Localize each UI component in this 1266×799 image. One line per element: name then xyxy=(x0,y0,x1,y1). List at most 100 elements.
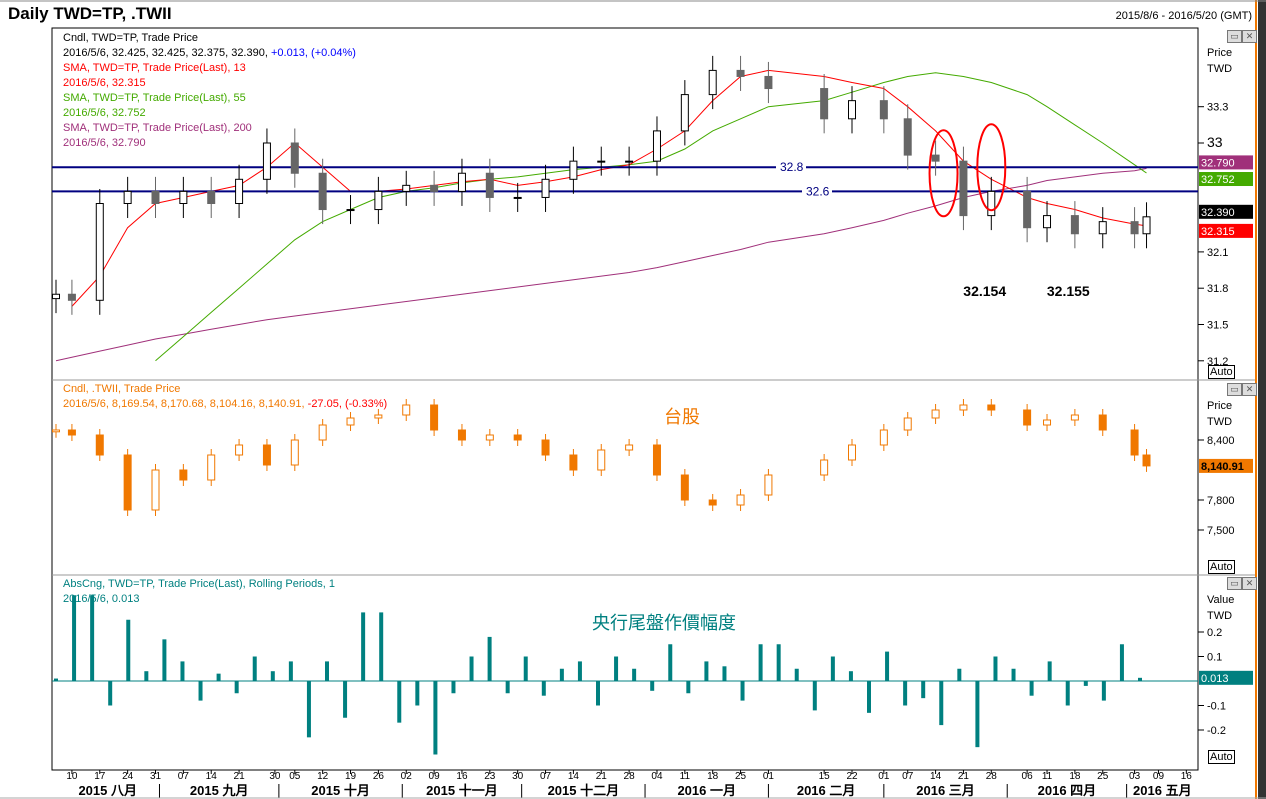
minimize-panel-button[interactable]: ▭ xyxy=(1227,577,1242,590)
candle xyxy=(485,172,494,198)
change-value: +0.013, (+0.04%) xyxy=(270,47,356,59)
legend-mid: Cndl, .TWII, Trade Price 2016/5/6, 8,169… xyxy=(63,382,387,412)
candle xyxy=(346,209,355,212)
candle xyxy=(541,439,550,456)
x-tick-label: 07 xyxy=(902,771,914,782)
x-tick-label: 01 xyxy=(878,771,890,782)
change-bar xyxy=(397,681,402,723)
last-value-tag xyxy=(1199,155,1253,170)
legend-twii-title: Cndl, .TWII, Trade Price xyxy=(63,383,181,395)
candle xyxy=(652,130,661,162)
x-tick-label: 23 xyxy=(484,771,496,782)
candle xyxy=(1142,454,1151,467)
x-tick-label: 21 xyxy=(234,771,246,782)
candle xyxy=(848,444,856,461)
candle xyxy=(597,160,606,163)
legend-twii-values: 2016/5/6, 8,169.54, 8,170.68, 8,104.16, … xyxy=(63,397,387,412)
change-bar xyxy=(108,681,113,706)
candle xyxy=(1043,215,1052,229)
last-value-tag xyxy=(1199,458,1253,473)
change-bar xyxy=(776,644,781,681)
change-bar xyxy=(288,661,293,681)
change-bar xyxy=(361,612,366,681)
y-tick-label: -0.1 xyxy=(1207,701,1226,713)
change-bar xyxy=(1083,681,1088,686)
y-tick-label: 33 xyxy=(1207,134,1223,150)
candle xyxy=(1130,429,1139,456)
x-tick-label: 16 xyxy=(456,771,468,782)
y-tick-label: 7,500 xyxy=(1207,525,1235,537)
chart-title: Daily TWD=TP, .TWII xyxy=(8,4,172,23)
candle xyxy=(708,499,717,506)
x-tick-label: 10 xyxy=(66,771,78,782)
x-tick-label: 26 xyxy=(373,771,385,782)
change-bar xyxy=(577,661,582,681)
axis-title: Price xyxy=(1207,47,1233,59)
candle xyxy=(541,178,550,198)
price-annotation: 32.154 xyxy=(963,283,1006,299)
last-value-tag xyxy=(1199,223,1253,238)
hline-label-bg xyxy=(776,159,806,175)
candle xyxy=(652,444,661,476)
candle xyxy=(569,454,578,471)
change-bar xyxy=(505,681,510,694)
change-bar xyxy=(596,681,600,706)
legend-sma13-value: 2016/5/6, 32.315 xyxy=(63,77,146,89)
y-tick-label: 31.8 xyxy=(1207,283,1228,295)
candle xyxy=(235,178,244,205)
change-bar xyxy=(487,636,492,681)
change-bar xyxy=(162,639,167,681)
candle xyxy=(67,429,76,436)
change-bar xyxy=(72,595,77,681)
change-bar xyxy=(812,681,817,711)
y-tick-label: 32.1 xyxy=(1207,247,1228,259)
change-bar xyxy=(632,668,637,681)
y-tick-label: 0.1 xyxy=(1207,652,1222,664)
minimize-panel-button[interactable]: ▭ xyxy=(1227,383,1242,396)
change-bar xyxy=(523,656,528,681)
auto-scale-button[interactable]: Auto xyxy=(1208,365,1235,379)
change-bar xyxy=(216,673,221,681)
candle xyxy=(879,429,888,446)
change-bar xyxy=(234,681,239,694)
x-tick-label: 07 xyxy=(540,771,552,782)
y-tick-label: 31.2 xyxy=(1207,356,1228,368)
close-panel-button[interactable]: ✕ xyxy=(1242,383,1257,396)
candle xyxy=(1023,190,1032,229)
auto-scale-button[interactable]: Auto xyxy=(1208,750,1235,764)
date-range: 2015/8/6 - 2016/5/20 (GMT) xyxy=(1115,10,1252,22)
change-bar xyxy=(1047,661,1052,681)
sma-line-sma55 xyxy=(155,72,1147,362)
x-tick-label: 18 xyxy=(1069,771,1081,782)
candle xyxy=(987,190,996,217)
auto-scale-button[interactable]: Auto xyxy=(1208,560,1235,574)
legend-bot: AbsCng, TWD=TP, Trade Price(Last), Rolli… xyxy=(63,577,335,607)
candle xyxy=(207,454,216,481)
last-value-label: 32.790 xyxy=(1201,157,1235,169)
minimize-panel-button[interactable]: ▭ xyxy=(1227,30,1242,43)
candle xyxy=(680,94,689,132)
month-label: 2016 二月 xyxy=(797,783,856,798)
x-tick-label: 17 xyxy=(94,771,106,782)
close-panel-button[interactable]: ✕ xyxy=(1242,30,1257,43)
legend-sma200-value: 2016/5/6, 32.790 xyxy=(63,137,146,149)
abscng-annotation: 央行尾盤作價幅度 xyxy=(592,613,736,633)
change-bar xyxy=(867,681,871,713)
x-tick-label: 14 xyxy=(206,771,218,782)
x-tick-label: 30 xyxy=(512,771,524,782)
month-label: 2015 九月 xyxy=(190,783,249,798)
change-bar xyxy=(325,661,329,681)
close-panel-button[interactable]: ✕ xyxy=(1242,577,1257,590)
y-tick-label: 8,400 xyxy=(1207,435,1235,447)
candle xyxy=(457,429,466,441)
axis-title: Value xyxy=(1207,594,1235,606)
last-value-tag xyxy=(1199,172,1253,187)
candle xyxy=(318,172,327,211)
change-bar xyxy=(650,681,655,691)
x-tick-label: 16 xyxy=(1181,771,1193,782)
change-value: -27.05, (-0.33%) xyxy=(307,398,388,410)
change-bar xyxy=(90,595,95,681)
y-tick-label: 0.2 xyxy=(1207,627,1222,639)
change-bar xyxy=(541,681,546,696)
legend-sma55-value: 2016/5/6, 32.752 xyxy=(63,107,146,119)
